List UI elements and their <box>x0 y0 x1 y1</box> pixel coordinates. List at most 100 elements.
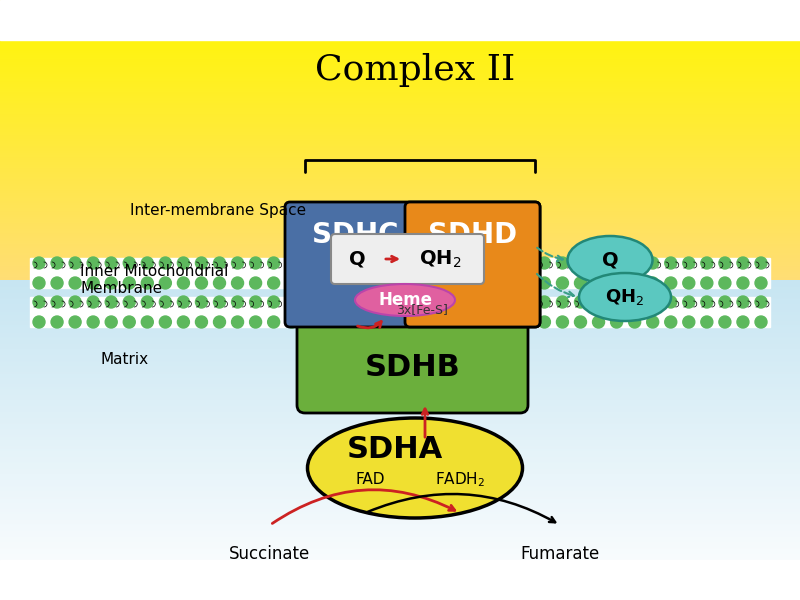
Circle shape <box>304 257 316 269</box>
Circle shape <box>178 296 190 308</box>
Bar <box>30 297 770 327</box>
Text: SDHB: SDHB <box>365 353 460 382</box>
Circle shape <box>466 316 478 328</box>
Circle shape <box>51 277 63 289</box>
Circle shape <box>87 316 99 328</box>
Text: Matrix: Matrix <box>100 352 148 367</box>
Circle shape <box>557 257 569 269</box>
Circle shape <box>665 316 677 328</box>
Circle shape <box>502 277 514 289</box>
Circle shape <box>105 316 118 328</box>
Circle shape <box>231 277 243 289</box>
Circle shape <box>610 316 622 328</box>
Circle shape <box>33 277 45 289</box>
Circle shape <box>159 316 171 328</box>
Circle shape <box>484 296 496 308</box>
Circle shape <box>340 277 352 289</box>
FancyBboxPatch shape <box>331 234 484 284</box>
Circle shape <box>178 257 190 269</box>
Circle shape <box>358 257 370 269</box>
Text: FAD: FAD <box>355 473 385 487</box>
Circle shape <box>430 277 442 289</box>
Circle shape <box>376 296 388 308</box>
Circle shape <box>701 296 713 308</box>
Circle shape <box>574 257 586 269</box>
Circle shape <box>701 257 713 269</box>
Circle shape <box>466 257 478 269</box>
Circle shape <box>737 277 749 289</box>
Circle shape <box>268 257 280 269</box>
Circle shape <box>214 277 226 289</box>
Circle shape <box>105 277 118 289</box>
Circle shape <box>665 277 677 289</box>
Text: Fumarate: Fumarate <box>520 545 600 563</box>
Circle shape <box>231 316 243 328</box>
Text: 3x[Fe-S]: 3x[Fe-S] <box>397 304 449 317</box>
Text: SDHD: SDHD <box>428 221 517 249</box>
FancyBboxPatch shape <box>405 202 540 327</box>
Circle shape <box>286 316 298 328</box>
Circle shape <box>610 257 622 269</box>
Circle shape <box>142 277 154 289</box>
Circle shape <box>358 316 370 328</box>
Circle shape <box>304 316 316 328</box>
Circle shape <box>178 277 190 289</box>
Circle shape <box>719 316 731 328</box>
Circle shape <box>646 277 658 289</box>
FancyBboxPatch shape <box>285 202 540 327</box>
Circle shape <box>69 296 81 308</box>
Circle shape <box>574 316 586 328</box>
Circle shape <box>593 257 605 269</box>
Circle shape <box>123 277 135 289</box>
Circle shape <box>448 277 460 289</box>
Circle shape <box>737 296 749 308</box>
Circle shape <box>250 316 262 328</box>
Circle shape <box>610 296 622 308</box>
Circle shape <box>665 296 677 308</box>
Circle shape <box>629 257 641 269</box>
Circle shape <box>629 316 641 328</box>
Circle shape <box>322 257 334 269</box>
Circle shape <box>195 296 207 308</box>
Circle shape <box>195 257 207 269</box>
Circle shape <box>51 296 63 308</box>
Circle shape <box>719 296 731 308</box>
Circle shape <box>51 316 63 328</box>
Circle shape <box>629 277 641 289</box>
Text: Inter-membrane Space: Inter-membrane Space <box>130 202 306 217</box>
Circle shape <box>250 296 262 308</box>
Circle shape <box>51 257 63 269</box>
Bar <box>0 560 800 600</box>
Bar <box>0 0 800 40</box>
Circle shape <box>593 277 605 289</box>
Circle shape <box>358 296 370 308</box>
Circle shape <box>665 257 677 269</box>
Circle shape <box>340 316 352 328</box>
Circle shape <box>466 296 478 308</box>
Circle shape <box>502 296 514 308</box>
Circle shape <box>683 316 694 328</box>
Circle shape <box>304 296 316 308</box>
Circle shape <box>250 277 262 289</box>
Circle shape <box>178 316 190 328</box>
Circle shape <box>502 257 514 269</box>
Circle shape <box>448 316 460 328</box>
Circle shape <box>322 296 334 308</box>
Circle shape <box>286 257 298 269</box>
Circle shape <box>123 316 135 328</box>
Text: Inner Mitochondrial
Membrane: Inner Mitochondrial Membrane <box>80 264 228 296</box>
Text: Heme: Heme <box>378 291 432 309</box>
Circle shape <box>159 277 171 289</box>
Circle shape <box>123 257 135 269</box>
Circle shape <box>484 277 496 289</box>
Circle shape <box>701 277 713 289</box>
Circle shape <box>683 296 694 308</box>
Circle shape <box>87 277 99 289</box>
Circle shape <box>755 277 767 289</box>
Circle shape <box>683 257 694 269</box>
Circle shape <box>159 257 171 269</box>
Circle shape <box>214 316 226 328</box>
Circle shape <box>322 277 334 289</box>
Circle shape <box>448 257 460 269</box>
Circle shape <box>394 316 406 328</box>
